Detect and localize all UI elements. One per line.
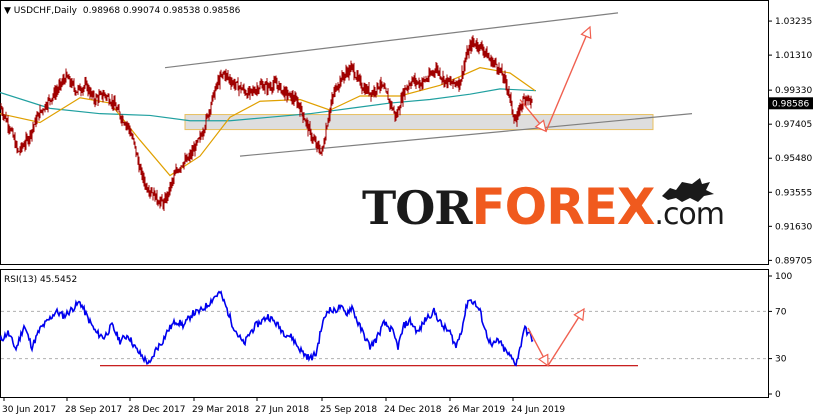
price-y-axis: 1.03235 1.01310 0.99330 0.97405 0.95480 0.935… [768,17,812,266]
rsi-panel-frame [0,269,769,398]
date-x-axis: 30 Jun 2017 28 Sep 2017 28 Dec 2017 29 Mar … [2,397,565,415]
date-tick-label: 25 Sep 2018 [320,405,377,415]
date-tick-label: 24 Jun 2019 [511,405,565,415]
date-tick-label: 27 Jun 2018 [255,405,309,415]
price-forecast-arrow [519,25,592,133]
date-tick-label: 26 Mar 2019 [448,405,505,415]
rsi-line [0,290,534,367]
price-tick-label: 0.93555 [775,188,812,198]
chart-header: ▼ USDCHF,Daily 0.98968 0.99074 0.98538 0.… [4,6,241,16]
date-tick-label: 28 Dec 2017 [128,405,186,415]
bull-logo-icon [662,178,714,202]
date-tick-label: 29 Mar 2018 [192,405,249,415]
rsi-label: RSI(13) 45.5452 [4,275,77,285]
symbol-label: USDCHF,Daily [14,6,78,16]
moving-average-slow [0,88,537,122]
rsi-forecast-arrowhead [537,353,549,367]
rsi-tick-label: 70 [775,307,787,317]
date-tick-label: 28 Sep 2017 [65,405,122,415]
watermark-prefix: TOR [362,181,473,235]
rsi-forecast-arrowhead [573,307,585,322]
dropdown-triangle-icon[interactable]: ▼ [4,6,14,16]
support-zone [184,114,654,131]
watermark-suffix: .com [654,197,724,232]
rsi-y-axis: 100 70 30 0 [768,272,792,400]
channel-line-lower [239,113,693,157]
current-price-value: 0.98586 [772,99,809,109]
price-tick-label: 0.97405 [775,120,812,130]
rsi-tick-label: 30 [775,355,787,365]
forecast-arrowhead [580,25,592,40]
rsi-tick-label: 0 [775,390,781,400]
date-tick-label: 30 Jun 2017 [2,405,56,415]
channel-line-upper [164,12,619,69]
date-tick-label: 24 Dec 2018 [384,405,442,415]
rsi-forecast-segment [547,308,585,367]
current-price-badge: 0.98586 [769,97,813,110]
price-tick-label: 0.95480 [775,154,812,164]
price-tick-label: 0.91630 [775,222,812,232]
trend-channel [164,12,693,157]
watermark-logo: TORFOREX.com [362,178,724,236]
price-tick-label: 1.03235 [775,17,812,27]
price-tick-label: 0.99330 [775,86,812,96]
price-panel-frame [0,0,769,265]
price-tick-label: 1.01310 [775,51,812,61]
price-tick-label: 0.89705 [775,256,812,266]
rsi-level-lines [1,310,768,360]
price-candles [0,35,533,211]
forecast-segment [545,26,591,132]
ohlc-label: 0.98968 0.99074 0.98538 0.98586 [83,6,241,16]
rsi-tick-label: 100 [775,272,792,282]
forecast-arrowhead [534,119,547,133]
rsi-forecast-arrow [527,307,585,367]
current-price-badge-bg [769,97,813,110]
watermark-brand: FOREX [472,178,655,236]
